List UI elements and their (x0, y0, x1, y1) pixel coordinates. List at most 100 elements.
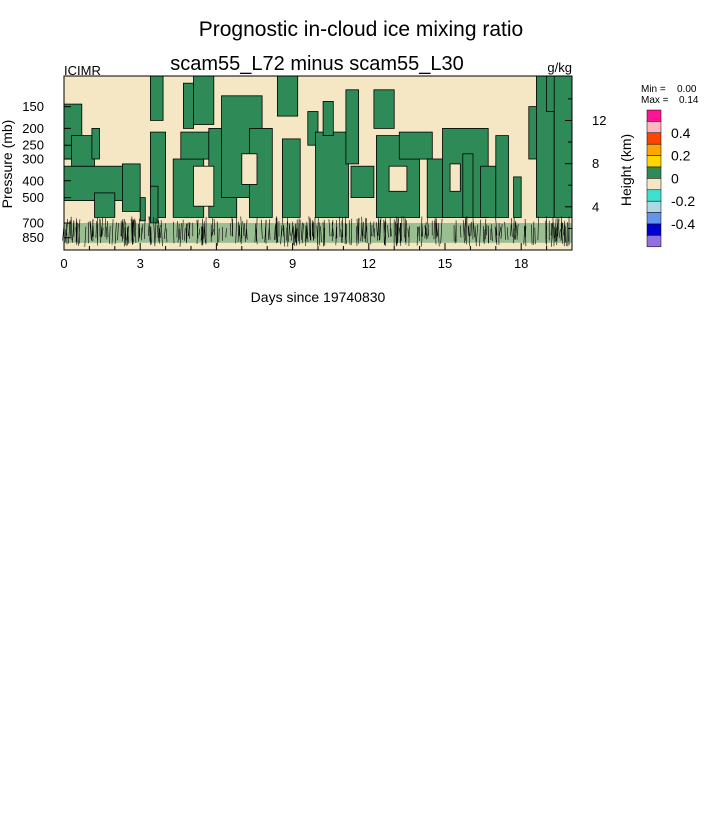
contour-line (75, 227, 77, 239)
contour-line (268, 219, 270, 240)
contour-line (66, 218, 68, 236)
contour-line (426, 227, 428, 240)
contour-line (516, 223, 519, 237)
y-tick-label: 400 (22, 173, 44, 188)
contour-line (246, 228, 248, 240)
contour-line (282, 217, 284, 237)
positive-region (462, 153, 474, 218)
contour-line (523, 225, 525, 245)
contour-line (213, 219, 215, 236)
plot-area (62, 75, 573, 250)
colorbar-swatch (646, 143, 662, 156)
contour-line (396, 223, 398, 246)
positive-region (281, 138, 301, 218)
contour-line (173, 221, 175, 244)
contour-line (407, 228, 409, 238)
contour-line (275, 222, 278, 240)
contour-line (506, 227, 509, 240)
contour-line (479, 219, 481, 247)
contour-line (201, 218, 203, 246)
y-tick-label: 250 (22, 138, 44, 153)
contour-line (111, 219, 114, 245)
contour-line (558, 229, 561, 239)
contour-line (462, 220, 465, 244)
contour-line (487, 225, 489, 243)
contour-line (260, 219, 263, 239)
contour-line (320, 226, 322, 243)
y-axis-label: Pressure (mb) (0, 120, 15, 209)
contour-line (376, 222, 378, 241)
min-value: 0.00 (677, 84, 697, 95)
contour-line (179, 223, 182, 247)
contour-line (163, 223, 166, 240)
max-label: Max = (641, 95, 669, 106)
contour-line (350, 218, 353, 246)
positive-region (276, 75, 299, 117)
positive-region (398, 131, 433, 160)
contour-line (70, 219, 72, 237)
chart-title: Prognostic in-cloud ice mixing ratio (199, 18, 523, 41)
colorbar-swatch (646, 166, 662, 179)
contour-line (196, 219, 199, 239)
y2-tick-label: 4 (592, 199, 599, 214)
contour-line (72, 220, 75, 243)
contour-line (301, 223, 304, 244)
colorbar-swatch (646, 178, 662, 191)
contour-line (100, 226, 102, 244)
contour-line (427, 217, 429, 236)
contour-line (514, 222, 517, 240)
y-tick-label: 500 (22, 190, 44, 205)
colorbar-swatch (646, 212, 662, 225)
contour-line (317, 218, 319, 246)
y-tick-label: 850 (22, 230, 44, 245)
y2-tick-label: 12 (592, 113, 606, 128)
contour-line (134, 220, 137, 243)
contour-line (340, 229, 343, 243)
contour-line (399, 223, 402, 243)
colorbar-swatch (646, 132, 662, 145)
contour-line (237, 221, 239, 243)
contour-line (254, 223, 257, 243)
positive-region (94, 192, 116, 218)
contour-line (64, 228, 67, 243)
contour-line (331, 219, 334, 242)
positive-region (513, 176, 522, 218)
contour-line (264, 219, 267, 243)
contour-line (90, 221, 93, 241)
min-label: Min = (641, 84, 666, 95)
positive-region (149, 75, 164, 121)
contour-line (301, 222, 303, 240)
contour-line (495, 227, 498, 245)
contour-line (127, 228, 130, 244)
contour-line (203, 228, 206, 243)
contour-line (157, 225, 159, 238)
contour-line (70, 216, 73, 241)
contour-line (460, 225, 462, 238)
contour-line (291, 227, 293, 241)
contour-line (356, 226, 358, 246)
contour-line (306, 227, 309, 243)
contour-line (84, 226, 87, 247)
contour-line (295, 224, 298, 245)
contour-line (389, 217, 391, 237)
contour-line (424, 222, 427, 239)
contour-line (387, 224, 389, 238)
positive-region (71, 135, 95, 167)
contour-line (107, 220, 109, 238)
contour-line (235, 217, 237, 244)
contour-line (256, 217, 258, 242)
positive-region (307, 111, 319, 146)
contour-line (465, 216, 467, 241)
contour-line (184, 227, 186, 241)
contour-line (202, 221, 205, 240)
positive-region (553, 75, 573, 218)
contour-line (216, 221, 218, 246)
contour-line (274, 225, 276, 241)
contour-line (552, 217, 555, 242)
contour-line (182, 219, 184, 240)
contour-line (148, 216, 151, 246)
contour-line (562, 222, 564, 236)
contour-line (225, 228, 227, 238)
contour-line (293, 226, 295, 240)
